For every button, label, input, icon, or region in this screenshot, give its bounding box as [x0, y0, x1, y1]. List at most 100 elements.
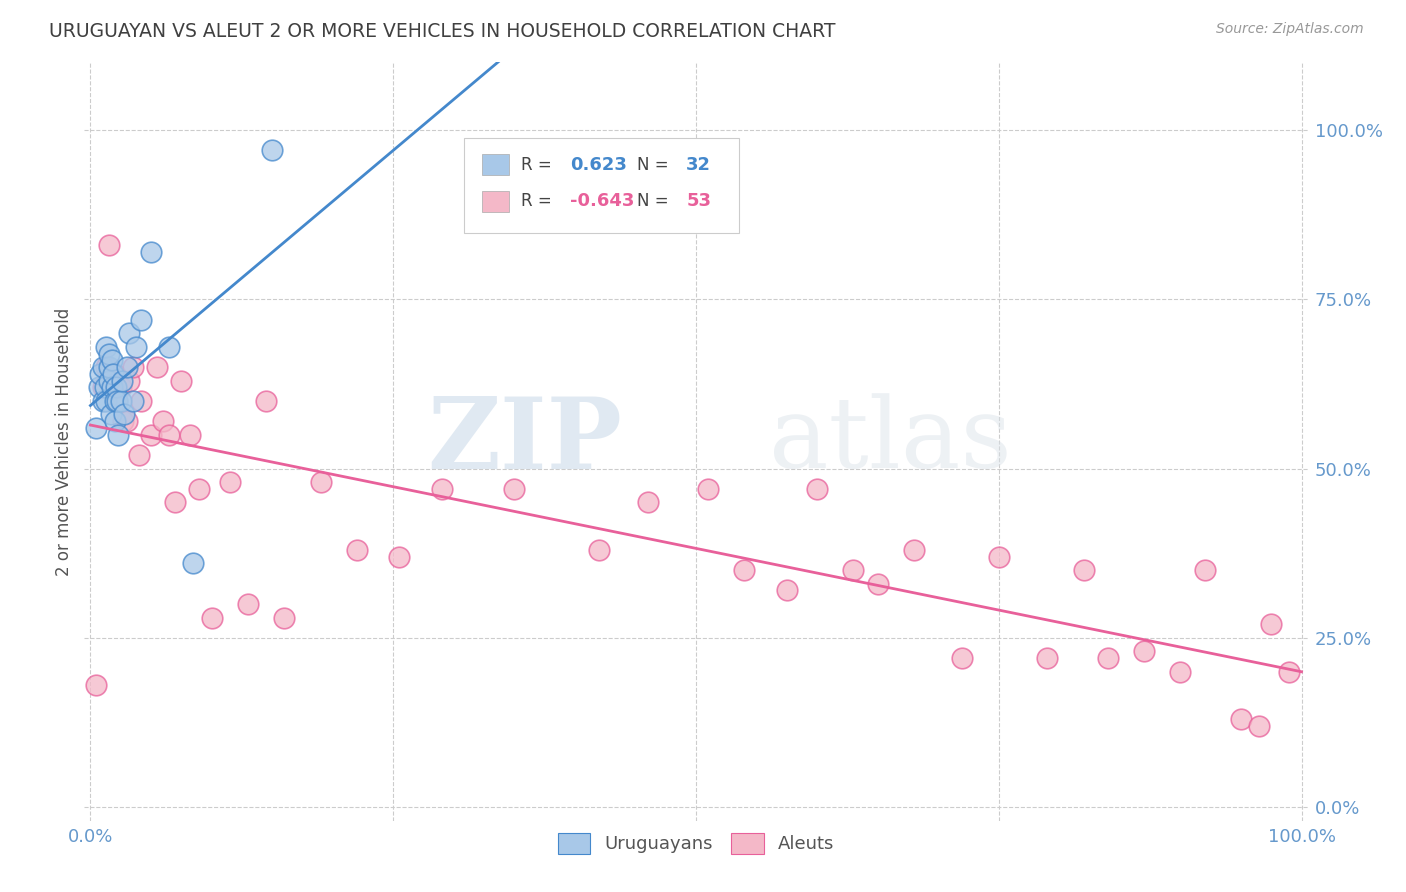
Point: [254, 393, 277, 408]
Point: [104, 414, 127, 428]
Point: [866, 576, 889, 591]
Point: [104, 380, 127, 394]
Point: [118, 326, 141, 341]
Point: [97, 360, 120, 375]
Text: R =: R =: [522, 156, 557, 174]
Point: [776, 583, 799, 598]
Point: [1036, 651, 1059, 665]
Point: [100, 408, 122, 422]
Point: [733, 563, 755, 577]
Text: N =: N =: [637, 192, 673, 211]
Point: [110, 393, 132, 408]
Point: [157, 340, 180, 354]
Point: [107, 427, 129, 442]
FancyBboxPatch shape: [482, 191, 509, 211]
Point: [87, 380, 110, 394]
Point: [842, 563, 865, 577]
Point: [103, 367, 125, 381]
Text: -0.643: -0.643: [569, 192, 634, 211]
Point: [97, 374, 120, 388]
Y-axis label: 2 or more Vehicles in Household: 2 or more Vehicles in Household: [55, 308, 73, 575]
Point: [806, 482, 828, 496]
Point: [1194, 563, 1216, 577]
Point: [101, 353, 124, 368]
Point: [1170, 665, 1192, 679]
Point: [91, 380, 114, 394]
Point: [112, 408, 135, 422]
Point: [121, 360, 143, 375]
Point: [588, 542, 610, 557]
Point: [262, 144, 284, 158]
Point: [157, 427, 180, 442]
Point: [101, 380, 124, 394]
Point: [903, 542, 925, 557]
Point: [97, 346, 120, 360]
Point: [188, 482, 211, 496]
Point: [1230, 712, 1253, 726]
Point: [115, 360, 138, 375]
Text: ZIP: ZIP: [427, 393, 623, 490]
Point: [430, 482, 453, 496]
Point: [121, 393, 143, 408]
Point: [309, 475, 332, 490]
FancyBboxPatch shape: [464, 138, 738, 233]
Text: Source: ZipAtlas.com: Source: ZipAtlas.com: [1216, 22, 1364, 37]
Point: [91, 393, 114, 408]
Point: [1073, 563, 1095, 577]
Point: [165, 495, 187, 509]
Point: [139, 427, 162, 442]
Point: [129, 312, 152, 326]
Point: [388, 549, 411, 564]
Point: [104, 393, 127, 408]
Text: 0.623: 0.623: [569, 156, 627, 174]
Point: [273, 610, 295, 624]
Point: [170, 374, 193, 388]
Point: [503, 482, 526, 496]
Point: [128, 448, 150, 462]
Point: [104, 367, 127, 381]
Point: [110, 380, 132, 394]
Point: [97, 238, 120, 252]
Text: 32: 32: [686, 156, 711, 174]
Point: [179, 427, 201, 442]
Point: [1097, 651, 1119, 665]
Point: [101, 380, 124, 394]
Point: [105, 393, 128, 408]
Point: [111, 374, 134, 388]
Text: URUGUAYAN VS ALEUT 2 OR MORE VEHICLES IN HOUSEHOLD CORRELATION CHART: URUGUAYAN VS ALEUT 2 OR MORE VEHICLES IN…: [49, 22, 835, 41]
Point: [89, 367, 111, 381]
Point: [1278, 665, 1301, 679]
Point: [1133, 644, 1156, 658]
Point: [139, 244, 162, 259]
Point: [152, 414, 174, 428]
Point: [115, 414, 138, 428]
Point: [637, 495, 659, 509]
Text: atlas: atlas: [769, 393, 1012, 490]
Point: [987, 549, 1010, 564]
Text: N =: N =: [637, 156, 673, 174]
Point: [346, 542, 368, 557]
Point: [96, 340, 118, 354]
Point: [697, 482, 720, 496]
Text: 53: 53: [686, 192, 711, 211]
Point: [129, 393, 152, 408]
Point: [146, 360, 169, 375]
Point: [96, 360, 118, 375]
Point: [236, 597, 259, 611]
Point: [218, 475, 240, 490]
Text: R =: R =: [522, 192, 557, 211]
Point: [96, 393, 118, 408]
FancyBboxPatch shape: [482, 154, 509, 176]
Point: [91, 360, 114, 375]
Point: [118, 374, 141, 388]
Point: [105, 393, 128, 408]
Point: [183, 557, 205, 571]
Point: [1260, 617, 1282, 632]
Point: [200, 610, 222, 624]
Point: [952, 651, 974, 665]
Point: [1249, 719, 1271, 733]
Point: [112, 414, 135, 428]
Legend: Uruguayans, Aleuts: Uruguayans, Aleuts: [550, 826, 842, 861]
Point: [86, 678, 108, 692]
Point: [94, 380, 117, 394]
